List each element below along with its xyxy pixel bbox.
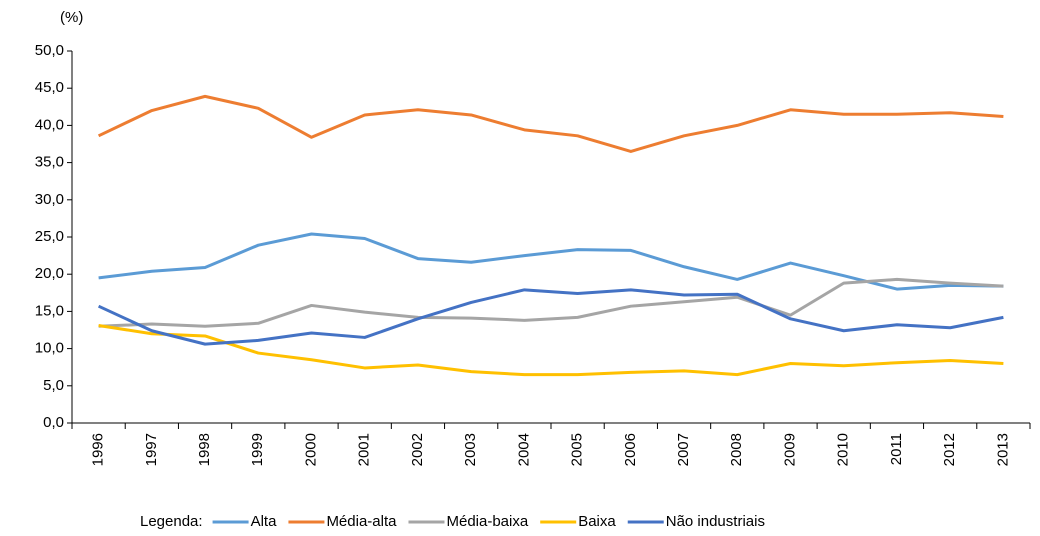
x-tick-label: 2010 bbox=[835, 433, 852, 466]
legend-label: Alta bbox=[251, 513, 278, 530]
x-tick-label: 1999 bbox=[249, 433, 266, 466]
y-axis-label: (%) bbox=[60, 9, 83, 26]
legend-label: Não industriais bbox=[666, 513, 765, 530]
x-tick-label: 2000 bbox=[302, 433, 319, 466]
line-series bbox=[97, 94, 1004, 153]
x-tick-label: 2013 bbox=[994, 433, 1011, 466]
legend-label: Média-alta bbox=[326, 513, 397, 530]
y-tick-label: 35,0 bbox=[35, 154, 64, 171]
line-series bbox=[98, 324, 1004, 377]
x-tick-label: 2008 bbox=[728, 433, 745, 466]
y-tick-label: 5,0 bbox=[43, 377, 64, 394]
x-tick-label: 2004 bbox=[515, 433, 532, 466]
x-tick-label: 1998 bbox=[196, 433, 213, 466]
legend-label: Média-baixa bbox=[446, 513, 528, 530]
x-tick-label: 2005 bbox=[569, 433, 586, 466]
y-tick-label: 45,0 bbox=[35, 79, 64, 96]
x-tick-label: 1996 bbox=[90, 433, 107, 466]
x-tick-label: 2012 bbox=[941, 433, 958, 466]
y-tick-label: 25,0 bbox=[35, 228, 64, 245]
x-tick-label: 1997 bbox=[143, 433, 160, 466]
legend-label: Baixa bbox=[578, 513, 616, 530]
legend-title: Legenda: bbox=[140, 513, 203, 530]
line-series bbox=[97, 288, 1004, 346]
x-tick-label: 2001 bbox=[356, 433, 373, 466]
x-tick-label: 2002 bbox=[409, 433, 426, 466]
y-tick-label: 15,0 bbox=[35, 302, 64, 319]
x-tick-label: 2009 bbox=[781, 433, 798, 466]
y-tick-label: 20,0 bbox=[35, 265, 64, 282]
y-tick-label: 40,0 bbox=[35, 116, 64, 133]
x-tick-label: 2011 bbox=[888, 433, 905, 465]
x-tick-label: 2007 bbox=[675, 433, 692, 466]
x-tick-label: 2006 bbox=[622, 433, 639, 466]
y-tick-label: 50,0 bbox=[35, 42, 64, 59]
y-tick-label: 10,0 bbox=[35, 340, 64, 357]
line-series bbox=[98, 232, 1004, 291]
line-series bbox=[98, 277, 1004, 328]
y-tick-label: 30,0 bbox=[35, 191, 64, 208]
x-tick-label: 2003 bbox=[462, 433, 479, 466]
y-tick-label: 0,0 bbox=[43, 414, 64, 431]
